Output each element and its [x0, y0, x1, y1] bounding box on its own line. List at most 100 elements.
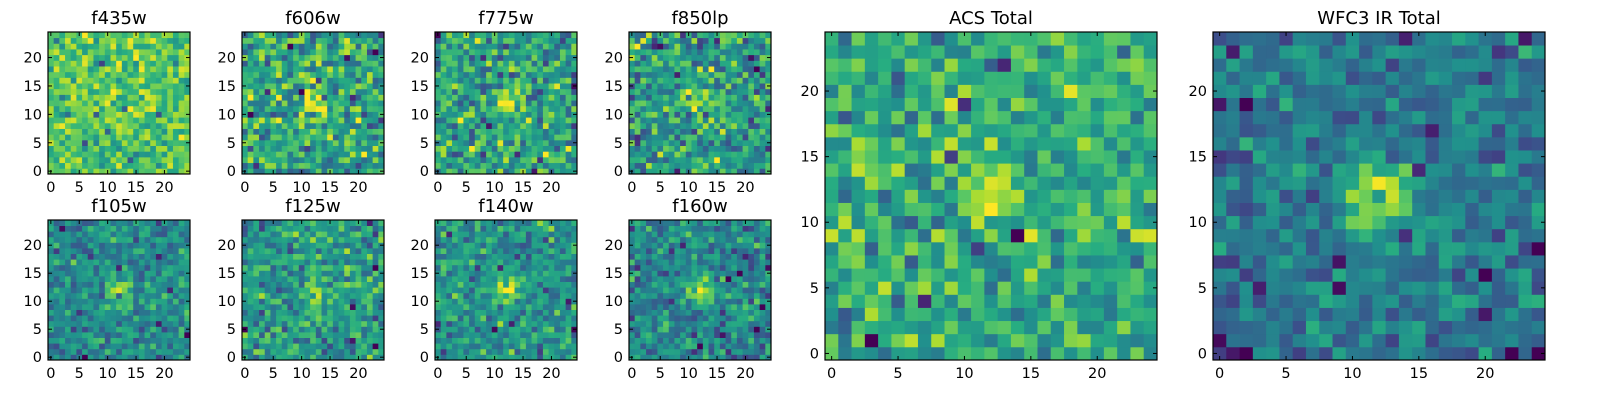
- heatmap-cell: [276, 71, 283, 78]
- heatmap-cell: [59, 298, 66, 305]
- heatmap-cell: [565, 94, 572, 101]
- heatmap-cell: [87, 264, 94, 271]
- heatmap-cell: [133, 77, 140, 84]
- heatmap-cell: [646, 117, 653, 124]
- heatmap-cell: [59, 94, 66, 101]
- heatmap-cell: [270, 332, 277, 338]
- heatmap-cell: [851, 281, 866, 295]
- heatmap-cell: [559, 100, 567, 107]
- heatmap-cell: [457, 88, 464, 95]
- heatmap-cell: [508, 122, 515, 129]
- heatmap-cell: [259, 49, 266, 56]
- heatmap-cell: [1050, 163, 1065, 177]
- heatmap-cell: [287, 117, 294, 124]
- heatmap-cell: [327, 117, 334, 124]
- heatmap-cell: [825, 346, 839, 361]
- heatmap-cell: [1359, 215, 1373, 230]
- panel-title: f435w: [91, 8, 146, 29]
- heatmap-cell: [172, 60, 180, 67]
- heatmap-cell: [172, 292, 180, 299]
- heatmap-cell: [327, 281, 334, 288]
- heatmap-cell: [184, 304, 191, 310]
- heatmap-cell: [714, 60, 721, 67]
- heatmap-cell: [474, 145, 481, 152]
- heatmap-cell: [1518, 268, 1533, 282]
- heatmap-cell: [1077, 189, 1091, 203]
- heatmap-cell: [315, 77, 322, 84]
- heatmap-cell: [1531, 189, 1546, 203]
- heatmap-cell: [184, 276, 191, 282]
- x-tick-label: 10: [98, 366, 116, 382]
- heatmap-cell: [474, 83, 481, 90]
- heatmap-cell: [82, 83, 89, 90]
- heatmap-cell: [338, 298, 345, 305]
- heatmap-cell: [765, 162, 772, 169]
- heatmap-cell: [355, 320, 362, 327]
- heatmap-cell: [150, 32, 157, 39]
- heatmap-cell: [542, 111, 549, 118]
- heatmap-cell: [253, 128, 260, 135]
- heatmap-cell: [104, 43, 111, 50]
- heatmap-cell: [917, 346, 932, 361]
- heatmap-cell: [1452, 58, 1466, 72]
- heatmap-cell: [1438, 241, 1453, 256]
- heatmap-cell: [657, 88, 664, 95]
- heatmap-cell: [838, 268, 852, 282]
- y-tick-label: 20: [24, 238, 42, 254]
- heatmap-cell: [121, 264, 128, 271]
- heatmap-cell: [753, 66, 761, 73]
- heatmap-cell: [253, 348, 260, 355]
- heatmap-cell: [121, 151, 128, 158]
- heatmap-cell: [144, 134, 151, 141]
- heatmap-cell: [1117, 123, 1131, 138]
- heatmap-cell: [1252, 215, 1267, 230]
- heatmap-cell: [127, 77, 134, 84]
- heatmap-cell: [748, 100, 755, 107]
- heatmap-cell: [138, 281, 145, 288]
- heatmap-cell: [904, 241, 919, 256]
- heatmap-cell: [957, 32, 972, 46]
- heatmap-cell: [708, 66, 715, 73]
- heatmap-cell: [997, 320, 1012, 335]
- heatmap-cell: [110, 332, 117, 338]
- heatmap-cell: [172, 168, 180, 175]
- heatmap-cell: [1064, 281, 1078, 295]
- heatmap-cell: [304, 156, 311, 164]
- heatmap-cell: [355, 83, 362, 90]
- heatmap-cell: [270, 287, 277, 294]
- heatmap-cell: [1143, 150, 1158, 164]
- heatmap-cell: [565, 49, 572, 56]
- heatmap-cell: [731, 94, 738, 101]
- heatmap-cell: [452, 128, 459, 135]
- heatmap-cell: [1077, 136, 1091, 151]
- heatmap-cell: [957, 281, 972, 295]
- heatmap-cell: [338, 134, 345, 141]
- heatmap-cell: [719, 162, 726, 169]
- heatmap-cell: [93, 88, 100, 95]
- heatmap-cell: [104, 281, 111, 288]
- heatmap-cell: [674, 71, 681, 78]
- heatmap-cell: [1478, 346, 1493, 361]
- heatmap-cell: [457, 100, 464, 107]
- heatmap-cell: [127, 60, 134, 67]
- heatmap-cell: [293, 32, 300, 39]
- heatmap-cell: [891, 320, 906, 335]
- heatmap-cell: [48, 49, 55, 56]
- heatmap-cell: [93, 343, 100, 350]
- heatmap-cell: [1226, 215, 1240, 230]
- heatmap-cell: [304, 77, 311, 84]
- heatmap-cell: [93, 66, 100, 73]
- heatmap-cell: [116, 332, 123, 338]
- heatmap-cell: [957, 228, 972, 243]
- heatmap-cell: [1305, 346, 1320, 361]
- heatmap-cell: [486, 156, 493, 164]
- heatmap-cell: [1359, 281, 1373, 295]
- heatmap-cell: [497, 60, 504, 67]
- heatmap-cell: [714, 156, 721, 164]
- heatmap-cell: [1505, 123, 1519, 138]
- heatmap-cell: [310, 49, 317, 56]
- heatmap-cell: [508, 37, 515, 44]
- heatmap-cell: [1010, 255, 1025, 269]
- heatmap-cell: [264, 88, 271, 95]
- heatmap-cell: [1252, 150, 1267, 164]
